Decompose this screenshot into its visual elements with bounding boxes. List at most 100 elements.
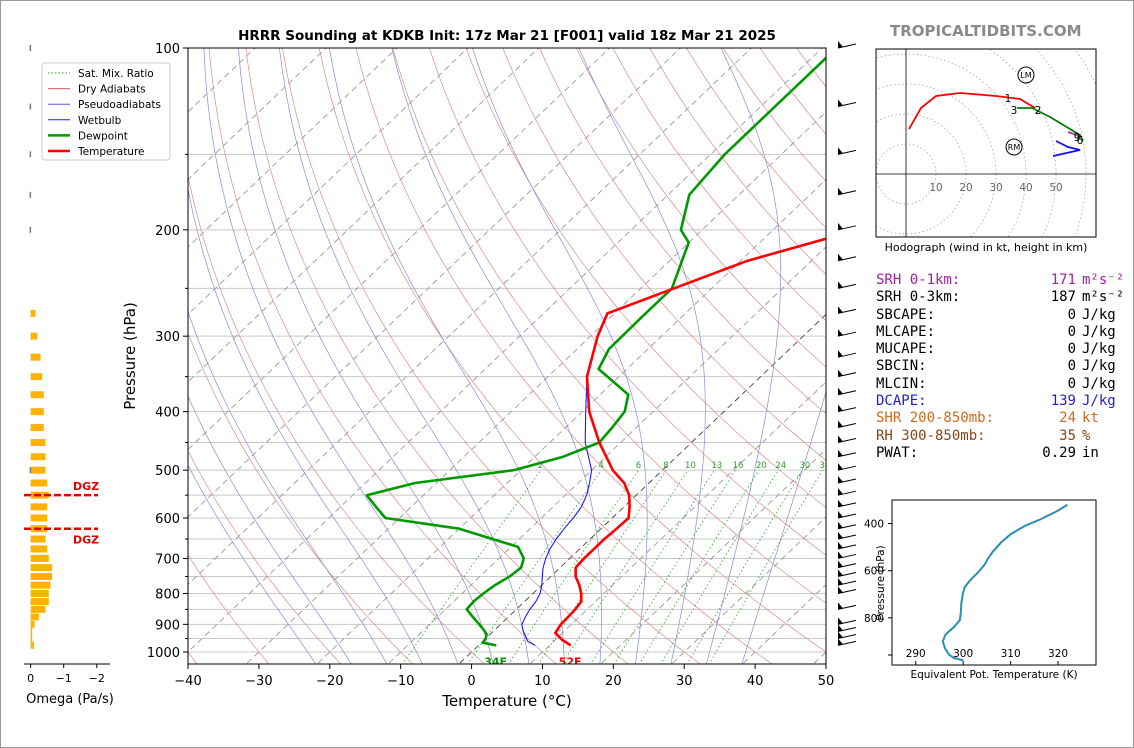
storm-motion-label: LM <box>1020 71 1031 80</box>
hodo-height-label: 1 <box>1005 93 1012 105</box>
wind-barb-flag <box>838 569 843 577</box>
omega-bar <box>30 466 46 474</box>
hodograph-caption: Hodograph (wind in kt, height in km) <box>884 241 1088 254</box>
y-tick-label: 200 <box>155 224 180 239</box>
mixing-ratio-line <box>590 469 715 664</box>
dry-adiabat <box>539 48 826 415</box>
legend-label: Dry Adiabats <box>78 84 146 96</box>
isotherm-line <box>188 48 682 518</box>
param-value: 0 <box>1067 306 1076 323</box>
omega-bar <box>30 613 39 621</box>
omega-bar <box>30 589 49 597</box>
theta-e-y-tick-label: 600 <box>864 566 884 578</box>
wind-barb-flag <box>838 404 843 412</box>
param-row: RH 300-850mb: 35% <box>876 428 1124 445</box>
param-row: MLCIN: 0 J/kg <box>876 376 1124 393</box>
isotherm-line <box>188 48 469 316</box>
omega-bar <box>30 628 33 636</box>
param-row: SHR 200-850mb: 24 kt <box>876 410 1124 427</box>
legend-label: Wetbulb <box>78 115 122 127</box>
dry-adiabat <box>722 48 826 182</box>
omega-bar <box>30 503 48 511</box>
hodo-trace <box>1017 107 1084 142</box>
param-unit: kt <box>1082 410 1099 427</box>
x-tick-label: 50 <box>818 674 835 689</box>
hodo-clipped: 10 20 30 40 50 13 2 96 LM RM <box>876 49 1096 237</box>
theta-e-x-label: Equivalent Pot. Temperature (K) <box>910 669 1077 681</box>
hodo-trace <box>1052 140 1081 157</box>
mixing-ratio-line <box>686 469 803 664</box>
omega-plot: 0 −1 −2 Omega (Pa/s) DGZ DGZ <box>24 45 114 707</box>
omega-bar <box>30 391 44 399</box>
omega-bar <box>30 424 44 432</box>
wind-barb-flag <box>838 638 843 646</box>
param-unit: m²s⁻² <box>1082 289 1125 306</box>
param-label: MLCAPE: <box>876 323 936 340</box>
wind-barb-flag <box>838 541 843 549</box>
omega-bar <box>30 332 38 340</box>
param-unit: m²s⁻² <box>1082 272 1125 288</box>
hodo-ring-label: 50 <box>1049 182 1062 194</box>
omega-bar <box>30 439 46 447</box>
legend-label: Pseudoadiabats <box>78 99 161 111</box>
dry-adiabat <box>392 48 826 604</box>
pseudoadiabat <box>188 187 423 664</box>
wind-barb-flag <box>838 475 843 483</box>
param-label: SHR 200-850mb: <box>876 410 995 427</box>
isotherm-line <box>188 48 752 586</box>
mixing-ratio-label: 10 <box>685 461 696 471</box>
theta-e-x-tick-label: 290 <box>906 648 926 660</box>
chart-title: HRRR Sounding at KDKB Init: 17z Mar 21 [… <box>238 28 776 44</box>
wind-barb-flag <box>838 41 843 48</box>
wind-barb-flag <box>838 449 843 457</box>
omega-bar <box>30 545 48 553</box>
omega-bar <box>30 373 43 381</box>
param-value: 187 <box>1050 289 1076 306</box>
x-tick-label: −30 <box>245 674 272 689</box>
y-tick-label: 1000 <box>147 646 180 661</box>
mixing-ratio-label: 20 <box>756 461 767 471</box>
omega-x-tick-label: 0 <box>27 672 34 685</box>
isotherm-line <box>188 48 540 383</box>
param-label: SBCAPE: <box>876 306 936 323</box>
param-value: 0 <box>1067 358 1076 375</box>
omega-x-label: Omega (Pa/s) <box>26 692 114 707</box>
param-unit: J/kg <box>1082 323 1116 340</box>
mixing-ratio-label: 8 <box>663 461 668 471</box>
dry-adiabat <box>188 450 342 664</box>
mixing-ratio-line <box>708 469 823 664</box>
param-row: SRH 0-1km: 171 m²s⁻² <box>876 272 1124 289</box>
wind-barb-flag <box>838 617 843 625</box>
storm-motion-marker <box>1005 138 1023 156</box>
wind-barb-flag <box>838 306 843 314</box>
wind-barb-flag <box>838 578 843 586</box>
hodo-height-label: 3 <box>1011 105 1018 117</box>
dry-adiabat <box>188 554 270 664</box>
mixing-ratio-label: 4 <box>598 461 603 471</box>
mixing-ratio-label: 30 <box>799 461 810 471</box>
param-value: 0 <box>1067 341 1076 358</box>
y-tick-label: 900 <box>155 618 180 633</box>
hodo-ring-label: 20 <box>959 182 972 194</box>
mixing-ratio-label: 36 <box>819 461 830 471</box>
wind-barb-flag <box>838 499 843 507</box>
hodo-height-label: 6 <box>1077 135 1084 147</box>
theta-e-x-tick-label: 300 <box>953 648 973 660</box>
param-label: DCAPE: <box>876 393 927 410</box>
param-label: SRH 0-1km: <box>876 272 961 288</box>
param-label: SRH 0-3km: <box>876 289 961 306</box>
dry-adiabat <box>759 48 826 135</box>
y-tick-label: 400 <box>155 406 180 421</box>
pseudoadiabat <box>203 48 459 664</box>
omega-tick-mark <box>29 45 32 51</box>
wind-barb-flag <box>838 99 843 107</box>
omega-bar <box>30 581 51 589</box>
dry-adiabat <box>575 48 826 368</box>
omega-bar <box>30 535 46 543</box>
pseudoadiabat <box>706 48 782 664</box>
x-tick-label: 40 <box>747 674 764 689</box>
mixing-ratio-line <box>537 469 667 664</box>
param-row: DCAPE: 139 J/kg <box>876 393 1124 410</box>
